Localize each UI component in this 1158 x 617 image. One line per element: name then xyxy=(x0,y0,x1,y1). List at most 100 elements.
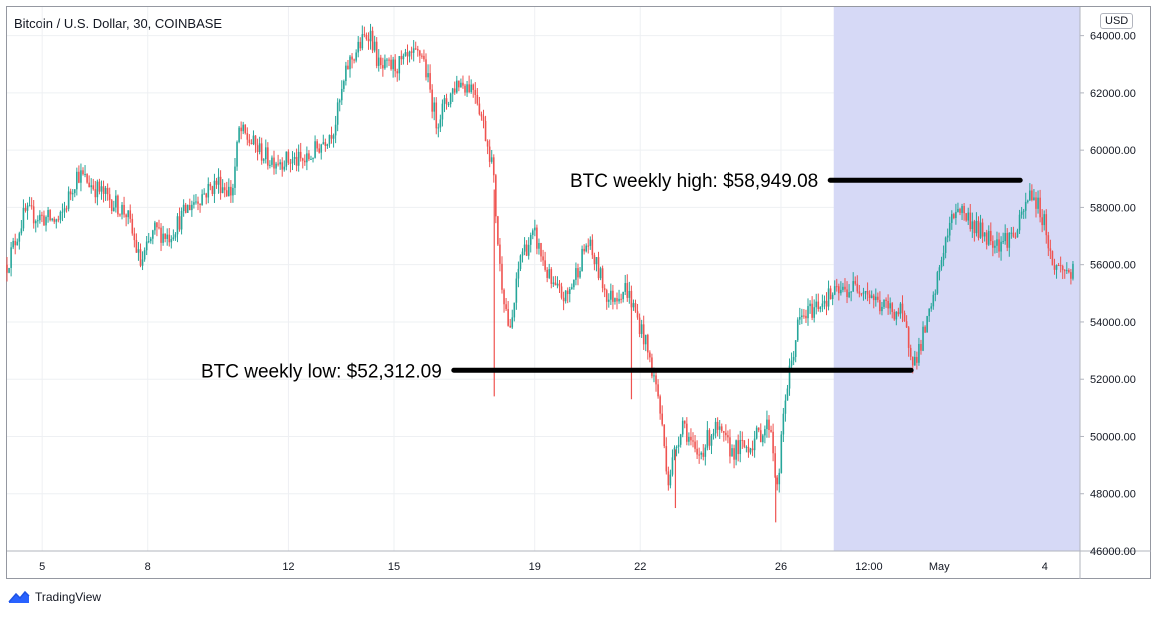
candle-body xyxy=(967,212,970,221)
candle-body xyxy=(363,34,366,36)
candle-body xyxy=(788,365,791,389)
candle-body xyxy=(470,84,472,93)
candle-body xyxy=(121,204,123,215)
y-tick-label: 62000.00 xyxy=(1090,88,1136,100)
candle-body xyxy=(930,306,933,309)
candle-body xyxy=(277,163,279,165)
candle-body xyxy=(388,59,390,61)
candle-body xyxy=(408,51,411,57)
candle-body xyxy=(901,303,904,313)
candle-body xyxy=(864,291,867,293)
candle-body xyxy=(990,230,992,242)
candle-body xyxy=(1031,190,1033,201)
candle-body xyxy=(433,102,436,112)
candle-body xyxy=(285,151,288,167)
tradingview-logo[interactable]: TradingView xyxy=(8,590,101,604)
candle-body xyxy=(1020,211,1023,215)
candle-body xyxy=(209,183,212,187)
candle-body xyxy=(973,221,976,234)
candle-body xyxy=(180,211,183,230)
candle-body xyxy=(24,207,27,211)
candle-body xyxy=(538,243,540,249)
candle-body xyxy=(718,426,721,430)
candle-body xyxy=(398,56,401,74)
candle-body xyxy=(240,127,242,132)
candle-body xyxy=(747,446,750,453)
candle-body xyxy=(513,302,516,318)
candle-body xyxy=(505,304,507,310)
candle-body xyxy=(597,257,600,279)
candle-body xyxy=(755,427,758,439)
candle-body xyxy=(441,103,444,120)
candle-body xyxy=(963,206,965,214)
candle-body xyxy=(59,212,62,220)
candle-body xyxy=(168,234,171,243)
candle-body xyxy=(860,293,863,295)
candle-body xyxy=(706,430,709,448)
candle-body xyxy=(780,434,783,473)
candle-body xyxy=(550,269,553,284)
y-tick-label: 54000.00 xyxy=(1090,317,1136,329)
candle-body xyxy=(665,446,668,472)
candle-body xyxy=(301,158,304,161)
candle-body xyxy=(529,234,532,245)
candle-body xyxy=(281,162,284,170)
chart-title: Bitcoin / U.S. Dollar, 30, COINBASE xyxy=(14,16,223,31)
candle-body xyxy=(581,248,583,272)
candle-body xyxy=(583,248,585,252)
candle-body xyxy=(445,98,448,105)
candle-body xyxy=(427,73,429,78)
candle-body xyxy=(176,216,179,235)
candle-body xyxy=(544,260,546,270)
candle-body xyxy=(219,176,222,194)
candle-body xyxy=(655,375,657,385)
candle-body xyxy=(207,183,210,198)
candle-body xyxy=(412,48,415,53)
candle-body xyxy=(1059,265,1062,267)
candle-body xyxy=(998,239,1000,252)
candle-body xyxy=(743,440,746,447)
candle-body xyxy=(1055,265,1058,270)
candle-body xyxy=(217,176,220,185)
candle-body xyxy=(84,174,86,176)
candle-body xyxy=(455,80,458,93)
candle-body xyxy=(644,334,647,345)
y-tick-label: 50000.00 xyxy=(1090,431,1136,443)
candle-body xyxy=(591,239,594,256)
candle-body xyxy=(916,356,918,363)
candle-body xyxy=(868,294,871,298)
candle-body xyxy=(1024,201,1027,211)
candle-body xyxy=(12,240,14,248)
candle-body xyxy=(464,85,466,93)
candle-body xyxy=(558,283,561,287)
currency-button[interactable]: USD xyxy=(1100,13,1134,29)
candle-body xyxy=(829,288,832,300)
candle-body xyxy=(269,164,271,166)
candle-body xyxy=(589,239,592,246)
candle-body xyxy=(326,144,329,146)
candle-body xyxy=(49,210,51,221)
candle-body xyxy=(283,166,286,170)
candle-body xyxy=(501,263,503,290)
x-tick-label: May xyxy=(929,561,950,573)
candle-body xyxy=(166,234,169,239)
candle-body xyxy=(205,193,208,198)
candle-body xyxy=(924,326,926,333)
candle-body xyxy=(443,98,446,104)
candle-body xyxy=(509,325,512,328)
candle-body xyxy=(402,55,405,60)
candle-body xyxy=(1002,241,1004,243)
candle-body xyxy=(1053,265,1056,270)
candle-body xyxy=(486,141,489,147)
candle-body xyxy=(115,195,117,208)
candle-body xyxy=(76,171,78,190)
candle-body xyxy=(330,134,333,139)
candle-body xyxy=(622,291,624,300)
candle-body xyxy=(632,303,635,308)
candle-body xyxy=(80,170,82,183)
candle-body xyxy=(392,59,394,70)
candle-body xyxy=(201,194,203,206)
candle-body xyxy=(152,230,154,239)
candle-body xyxy=(733,448,735,460)
